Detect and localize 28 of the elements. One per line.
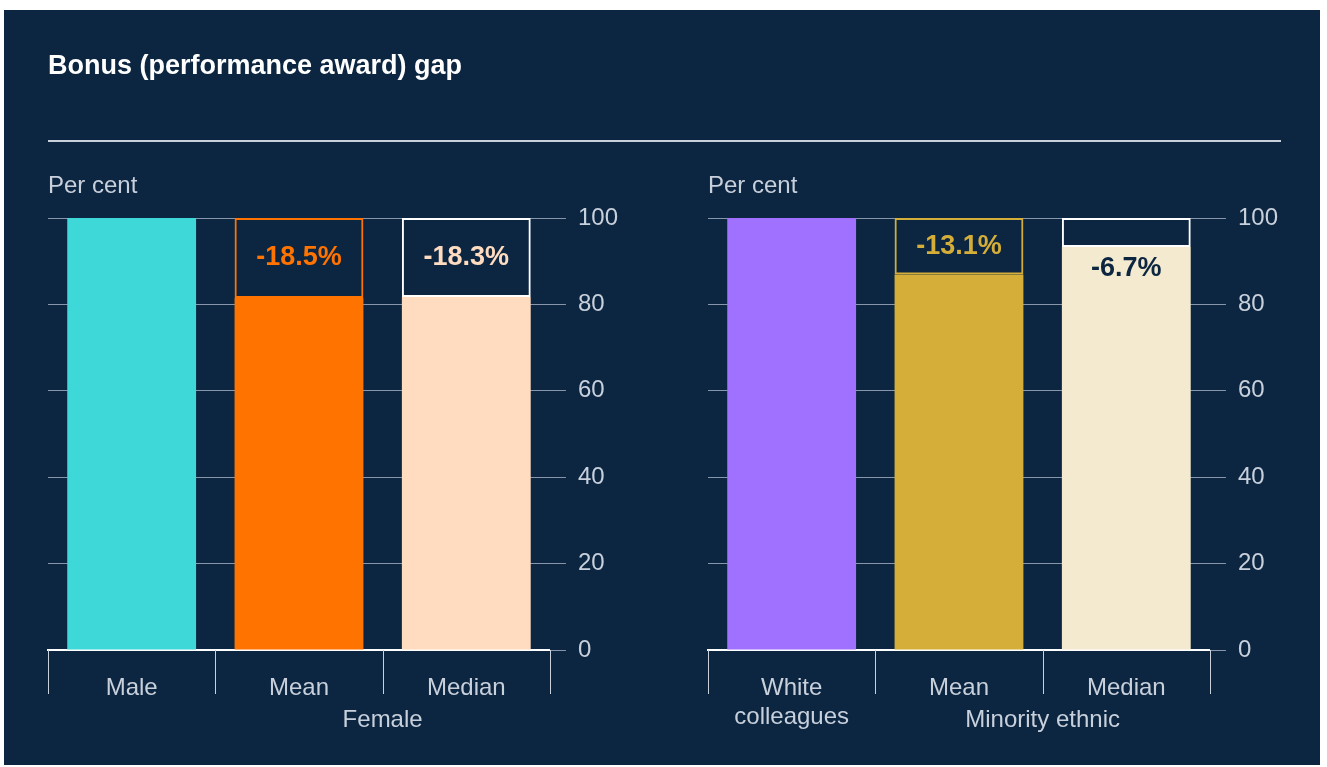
y-tick-label: 60 <box>577 375 605 403</box>
x-tick-label: Mean <box>928 673 989 701</box>
x-tick-label: Median <box>1086 673 1166 701</box>
x-tick-label: White colleagues <box>734 673 850 729</box>
x-tick-label: Mean <box>268 673 329 701</box>
bar <box>67 218 197 650</box>
y-tick-label: 40 <box>1237 461 1265 489</box>
y-tick-label: 80 <box>577 289 605 317</box>
y-tick-label: 40 <box>577 461 605 489</box>
annotation: -6.7% <box>1091 252 1162 283</box>
y-tick-label: 0 <box>577 634 592 662</box>
y-tick-label: 100 <box>577 202 618 230</box>
y-tick-label: 80 <box>1237 289 1265 317</box>
y-tick-label: 60 <box>1237 375 1265 403</box>
y-tick-label: 20 <box>1237 548 1265 576</box>
bar <box>727 218 857 650</box>
y-tick-label: 0 <box>1237 634 1252 662</box>
y-axis-title: Per cent <box>48 171 138 198</box>
bar <box>1061 246 1191 650</box>
x-tick-label: Median <box>426 673 506 701</box>
chart-title: Bonus (performance award) gap <box>48 50 463 81</box>
y-axis-title: Per cent <box>708 171 798 198</box>
y-tick-label: 100 <box>1237 202 1278 230</box>
x-tick-label: Male <box>105 673 158 701</box>
text: Minority ethnic <box>965 704 1121 732</box>
bar <box>401 297 531 650</box>
text: Female <box>342 704 423 732</box>
y-tick-label: 20 <box>577 548 605 576</box>
